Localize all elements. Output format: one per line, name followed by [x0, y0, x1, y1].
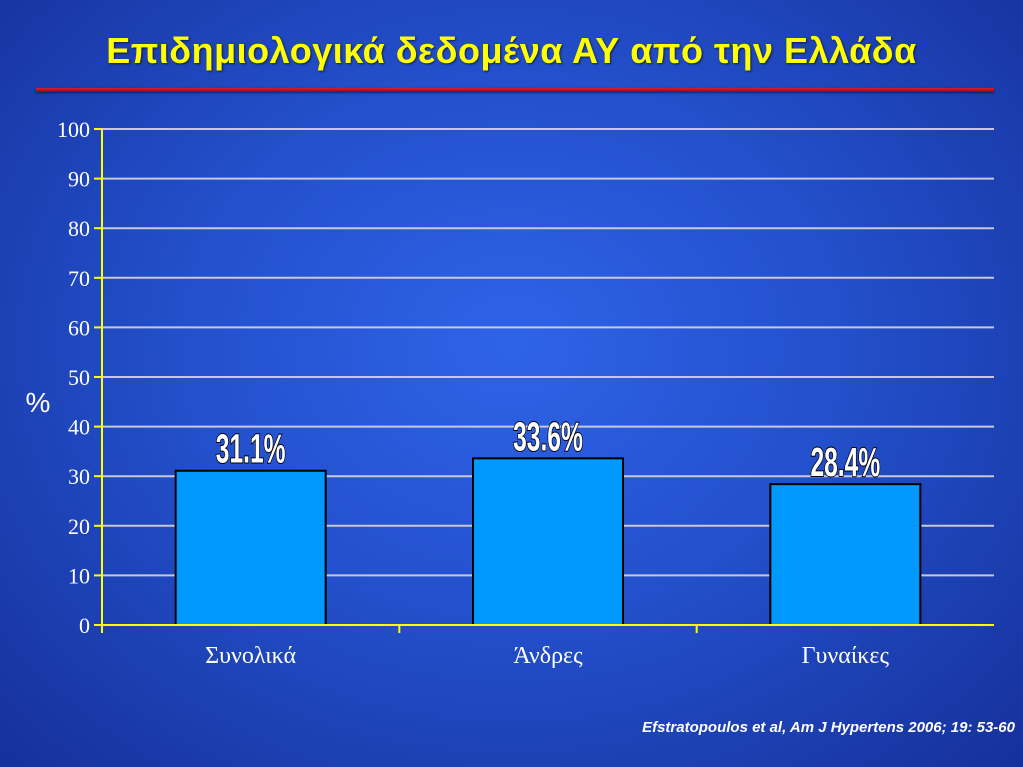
- slide-title: Επιδημιολογικά δεδομένα ΑΥ από την Ελλάδ…: [106, 30, 917, 71]
- y-tick-label: 70: [68, 266, 90, 291]
- data-label: 31.1%: [216, 428, 286, 473]
- y-axis-title: %: [26, 387, 51, 418]
- x-tick-label: Γυναίκες: [802, 643, 890, 669]
- bars: [174, 457, 922, 626]
- y-tick-label: 0: [79, 613, 90, 638]
- y-tick-label: 40: [68, 415, 90, 440]
- y-tick-label: 50: [68, 365, 90, 390]
- y-tick-label: 60: [68, 315, 90, 340]
- y-tick-label: 10: [68, 563, 90, 588]
- data-label: 33.6%: [513, 415, 583, 460]
- y-tick-label: 90: [68, 167, 90, 192]
- bar: [769, 483, 922, 626]
- y-tick-label: 100: [57, 117, 90, 142]
- data-label: 28.4%: [810, 441, 880, 486]
- bar: [174, 469, 327, 626]
- citation: Efstratopoulos et al, Am J Hypertens 200…: [642, 719, 1015, 736]
- axes: [94, 128, 994, 633]
- labels: 0 10 20 30 40 50 60 70 80 90 100% Συνολικά 31.1% Άνδρ…: [26, 117, 890, 669]
- y-tick-label: 20: [68, 514, 90, 539]
- y-tick-label: 30: [68, 464, 90, 489]
- x-tick-label: Συνολικά: [205, 643, 296, 669]
- bar: [472, 457, 624, 626]
- title-divider: [36, 88, 994, 92]
- y-tick-label: 80: [68, 216, 90, 241]
- x-tick-label: Άνδρες: [513, 643, 583, 669]
